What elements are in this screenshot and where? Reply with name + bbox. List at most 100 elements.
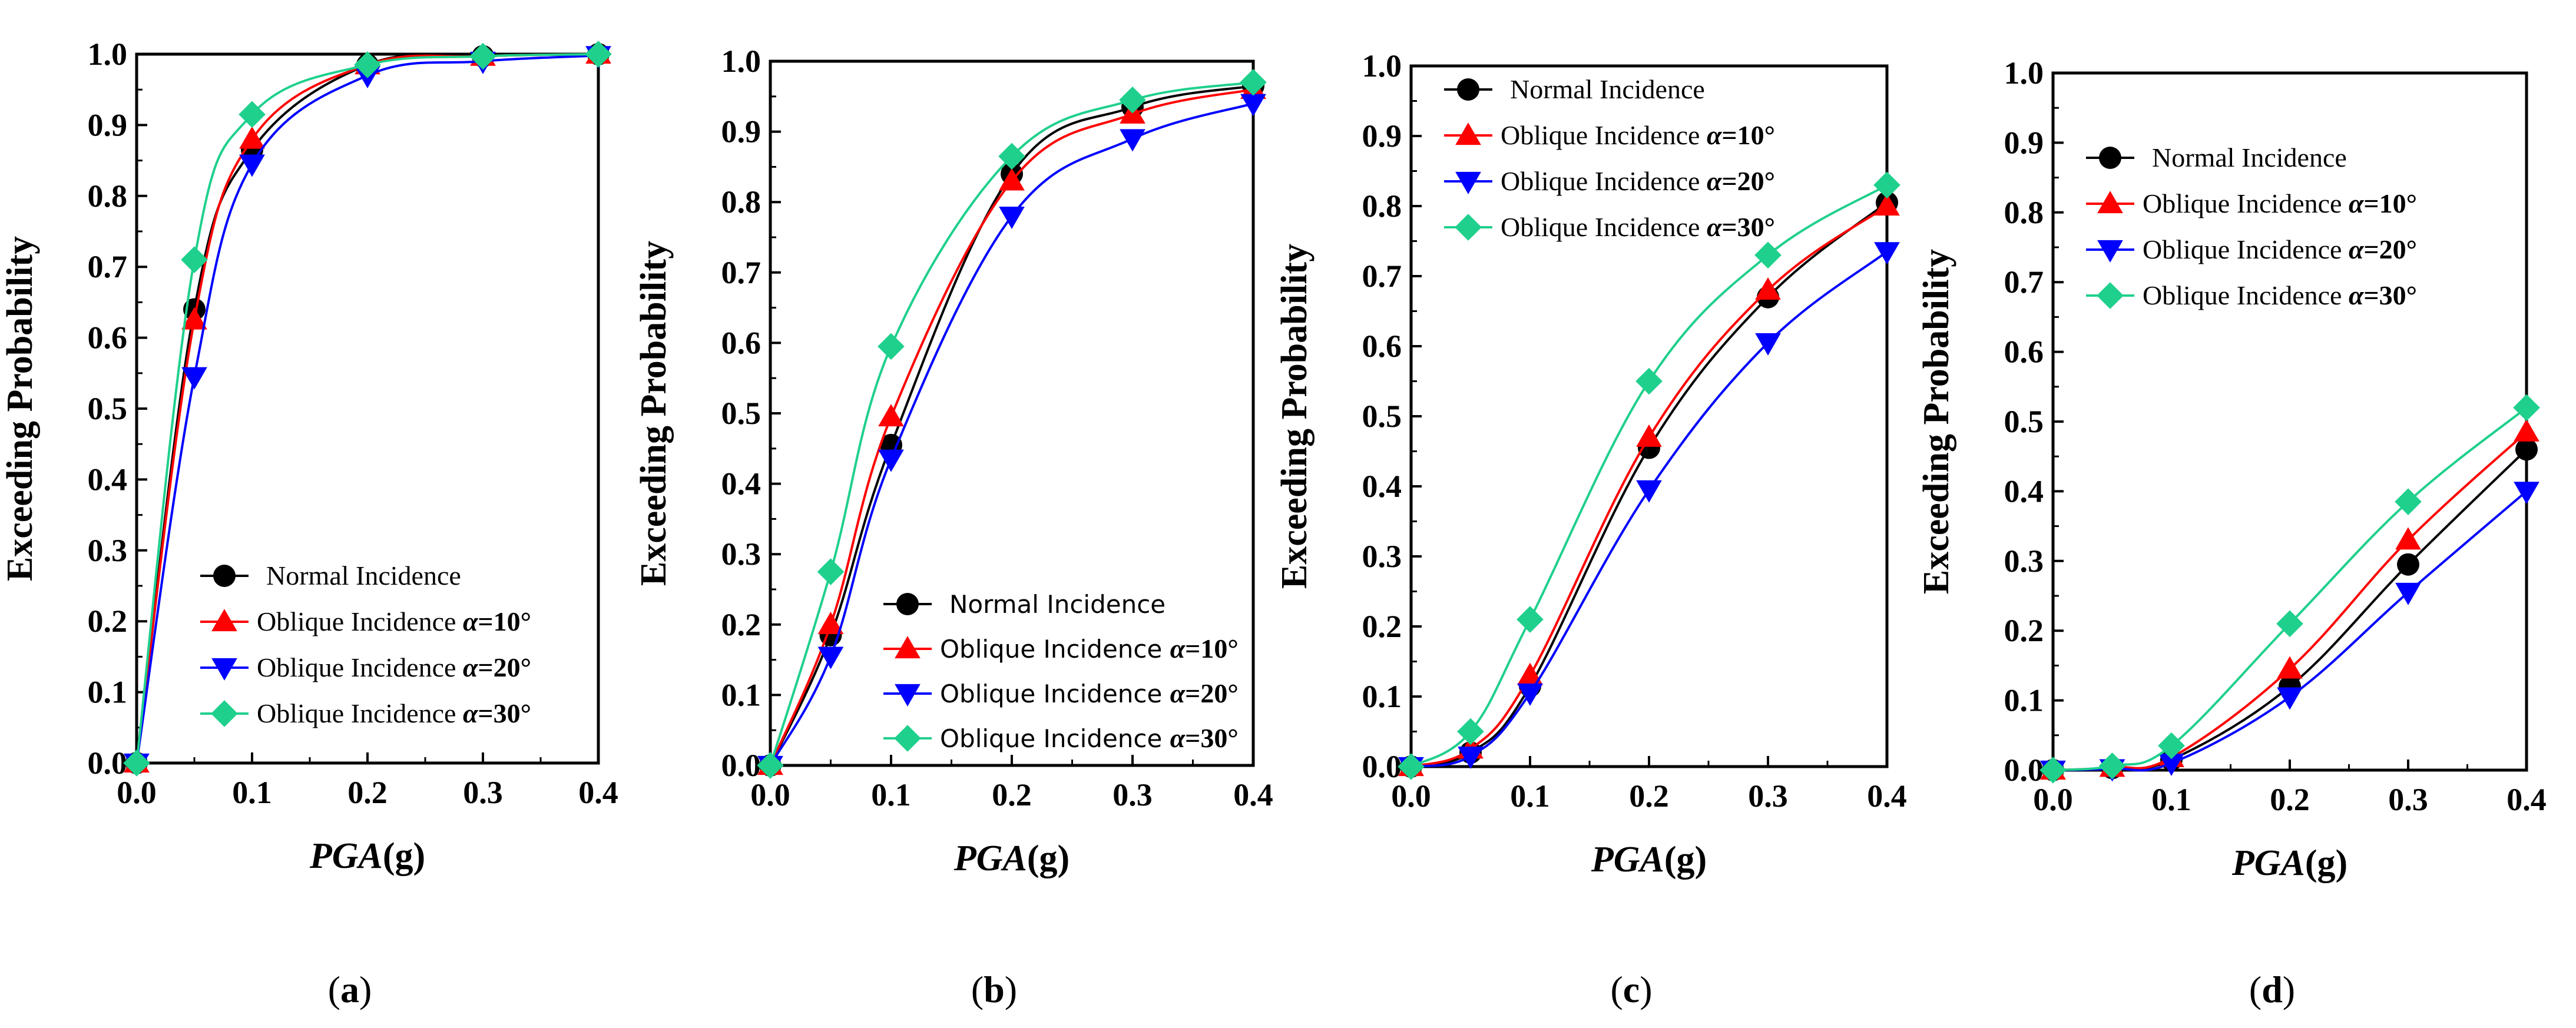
legend-entry-2: Oblique Incidence α=10°	[1444, 120, 1775, 150]
data-point	[585, 41, 612, 68]
y-tick-label: 0.8	[2004, 195, 2044, 230]
data-point	[1517, 662, 1543, 685]
y-tick-label: 0.3	[88, 533, 128, 568]
legend-label-angle: =20°	[1185, 678, 1239, 708]
legend-label-alpha: α	[2349, 188, 2365, 218]
series-3	[1398, 242, 1900, 780]
data-point	[878, 333, 905, 360]
y-tick-label: 1.0	[88, 37, 128, 72]
data-point	[817, 558, 845, 585]
y-tick-label: 1.0	[721, 44, 761, 79]
y-tick-label: 0.2	[1362, 609, 1402, 644]
data-point	[2514, 482, 2539, 505]
series-2	[2040, 419, 2539, 780]
legend-entry-1: Normal Incidence	[883, 590, 1166, 619]
data-point	[1636, 424, 1662, 447]
y-tick-label: 0.1	[88, 675, 128, 710]
data-point	[757, 752, 784, 779]
y-tick-label: 0.3	[721, 536, 761, 572]
legend-label: Normal Incidence	[949, 590, 1166, 619]
legend-label-prefix: Oblique Incidence	[940, 679, 1170, 708]
x-axis-label: PGA(g)	[953, 838, 1070, 878]
chart-panel-d: 0.0 0.1 0.2 0.3 0.4 0.5 0.6 0.7 0.8 0.9 1.0 0.0 0.1 0…	[1916, 55, 2547, 1010]
x-tick-label: 0.2	[2270, 782, 2310, 817]
subplot-label: (d)	[2249, 969, 2295, 1010]
series-4	[123, 41, 612, 777]
series-line	[2052, 406, 2528, 771]
y-tick-label: 0.5	[88, 391, 128, 426]
legend-label-prefix: Oblique Incidence	[2143, 234, 2349, 264]
legend-label: Oblique Incidence α=10°	[2143, 188, 2417, 218]
legend-marker	[211, 700, 238, 727]
series-line	[2052, 448, 2528, 771]
x-axis-label-name: PGA	[1591, 840, 1664, 880]
legend-label-alpha: α	[463, 606, 479, 636]
legend-marker	[211, 609, 237, 632]
y-tick-label: 0.5	[721, 396, 761, 431]
x-tick-label: 0.0	[117, 775, 157, 810]
data-point	[817, 646, 844, 669]
legend-entry-3: Oblique Incidence α=20°	[200, 652, 531, 682]
data-point	[817, 611, 844, 634]
y-axis-label: Exceeding Probability	[1274, 244, 1315, 589]
y-tick-label: 0.4	[2004, 473, 2044, 509]
series-line	[1410, 250, 1888, 768]
legend-label-alpha: α	[1707, 120, 1723, 150]
legend-label-angle: =30°	[2363, 280, 2417, 310]
legend-label-alpha: α	[1170, 634, 1186, 664]
legend-marker	[1455, 171, 1481, 194]
x-tick-label: 0.1	[1510, 778, 1550, 814]
y-tick-label: 0.4	[88, 462, 128, 497]
legend-label-alpha: α	[1707, 212, 1723, 242]
legend-label: Oblique Incidence α=10°	[940, 634, 1239, 664]
series-line	[769, 102, 1254, 766]
legend-marker	[894, 725, 921, 752]
y-tick-label: 0.7	[2004, 264, 2044, 300]
legend-label: Oblique Incidence α=20°	[2143, 234, 2417, 264]
legend-marker	[1457, 78, 1479, 101]
legend-label-angle: =20°	[2363, 234, 2417, 264]
legend-label: Oblique Incidence α=10°	[257, 606, 531, 636]
legend-label-alpha: α	[2349, 234, 2365, 264]
legend-label-alpha: α	[463, 698, 479, 728]
data-point	[878, 449, 904, 472]
subplot-label-open: (	[2249, 969, 2262, 1010]
x-tick-label: 0.4	[2507, 782, 2547, 817]
y-tick-label: 0.9	[88, 107, 128, 142]
data-point	[2515, 438, 2538, 461]
y-tick-label: 0.0	[2004, 752, 2044, 788]
y-axis-label: Exceeding Probability	[634, 241, 674, 586]
subplot-label-close: )	[1640, 969, 1652, 1010]
x-tick-label: 0.1	[2151, 782, 2191, 817]
subplot-label-close: )	[359, 969, 372, 1010]
series-4	[757, 69, 1267, 779]
legend-entry-3: Oblique Incidence α=20°	[2086, 234, 2417, 264]
x-axis-label-name: PGA	[2231, 843, 2305, 883]
y-tick-label: 0.4	[721, 466, 761, 502]
data-point	[123, 750, 150, 777]
y-axis-label: Exceeding Probability	[0, 236, 40, 581]
y-tick-label: 0.6	[88, 320, 128, 356]
subplot-label-letter: b	[984, 969, 1005, 1010]
x-tick-label: 0.2	[1629, 778, 1669, 814]
legend-label-prefix: Oblique Incidence	[2143, 280, 2349, 310]
data-point	[2395, 527, 2421, 550]
data-point	[2395, 582, 2421, 605]
x-tick-label: 0.3	[463, 775, 503, 810]
x-axis-label: PGA(g)	[309, 836, 425, 876]
x-axis-label-unit: (g)	[383, 836, 425, 876]
series-2	[757, 76, 1266, 775]
legend-marker	[211, 658, 237, 681]
y-tick-label: 0.1	[721, 677, 761, 712]
x-tick-label: 0.2	[347, 775, 388, 810]
data-point	[1636, 480, 1662, 503]
legend-label: Oblique Incidence α=20°	[940, 678, 1239, 708]
x-axis-label-unit: (g)	[2305, 843, 2347, 883]
y-tick-label: 0.9	[2004, 125, 2044, 160]
x-tick-label: 0.1	[871, 777, 911, 813]
legend-label-prefix: Oblique Incidence	[1501, 166, 1707, 196]
legend-entry-4: Oblique Incidence α=30°	[2086, 280, 2417, 310]
subplot-label-close: )	[1005, 969, 1017, 1010]
data-point	[2276, 610, 2303, 638]
